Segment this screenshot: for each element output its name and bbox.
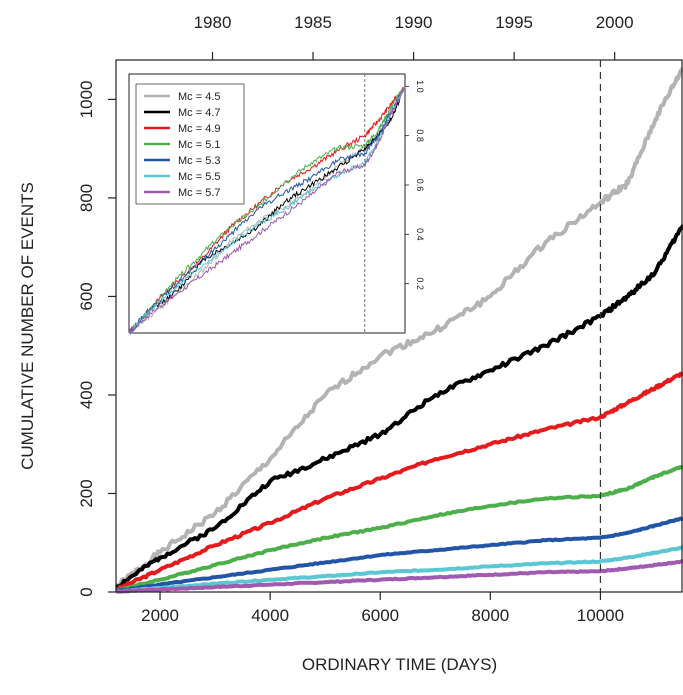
y-tick-label: 600 — [77, 282, 96, 310]
x-tick-label: 10000 — [577, 606, 624, 625]
series-line — [115, 559, 683, 594]
y-axis-title: CUMULATIVE NUMBER OF EVENTS — [18, 182, 37, 470]
inset-y-tick-label: 0.2 — [415, 277, 425, 290]
x-tick-label: 4000 — [251, 606, 289, 625]
x-axis: 2000 4000 6000 8000 10000 — [141, 592, 624, 625]
legend-entry: Mc = 4.7 — [178, 107, 221, 119]
top-tick-label: 1980 — [194, 13, 232, 32]
legend-entry: Mc = 4.5 — [178, 91, 221, 103]
y-tick-label: 1000 — [77, 80, 96, 118]
inset-series-line — [128, 86, 406, 334]
top-axis: 1980 1985 1990 1995 2000 — [194, 13, 634, 60]
x-tick-label: 2000 — [141, 606, 179, 625]
inset-plot: 0.2 0.4 0.6 0.8 1.0 Mc = 4.5 Mc = 4.7 Mc = 4.9… — [128, 73, 425, 335]
inset-series-lines — [128, 85, 406, 335]
series-lines — [114, 66, 683, 594]
legend-entry: Mc = 4.9 — [178, 123, 221, 135]
x-tick-label: 8000 — [471, 606, 509, 625]
y-tick-label: 800 — [77, 184, 96, 212]
series-line — [115, 545, 683, 594]
inset-y-tick-label: 0.6 — [415, 179, 425, 192]
top-tick-label: 1995 — [495, 13, 533, 32]
inset-series-line — [128, 86, 406, 335]
series-line — [115, 516, 683, 593]
inset-y-tick-label: 0.8 — [415, 129, 425, 142]
inset-y-axis: 0.2 0.4 0.6 0.8 1.0 — [405, 80, 425, 290]
y-tick-label: 0 — [77, 587, 96, 596]
y-axis: 0 200 400 600 800 1000 — [77, 80, 116, 597]
inset-y-tick-label: 1.0 — [415, 80, 425, 93]
inset-series-line — [128, 86, 406, 335]
inset-series-line — [128, 86, 406, 334]
legend-entry: Mc = 5.5 — [178, 171, 221, 183]
top-tick-label: 1990 — [395, 13, 433, 32]
y-tick-label: 400 — [77, 381, 96, 409]
legend-entry: Mc = 5.7 — [178, 187, 221, 199]
plot-frame — [115, 59, 683, 593]
top-tick-label: 1985 — [294, 13, 332, 32]
x-tick-label: 6000 — [361, 606, 399, 625]
inset-y-tick-label: 0.4 — [415, 228, 425, 241]
legend-entry: Mc = 5.3 — [178, 155, 221, 167]
series-line — [115, 464, 683, 593]
legend-entry: Mc = 5.1 — [178, 139, 221, 151]
series-line — [115, 371, 683, 592]
series-line — [114, 66, 683, 589]
top-tick-label: 2000 — [596, 13, 634, 32]
x-axis-title: ORDINARY TIME (DAYS) — [302, 655, 497, 674]
series-line — [115, 224, 683, 589]
y-tick-label: 200 — [77, 479, 96, 507]
legend: Mc = 4.5 Mc = 4.7 Mc = 4.9 Mc = 5.1 Mc = 5.3… — [135, 83, 245, 205]
